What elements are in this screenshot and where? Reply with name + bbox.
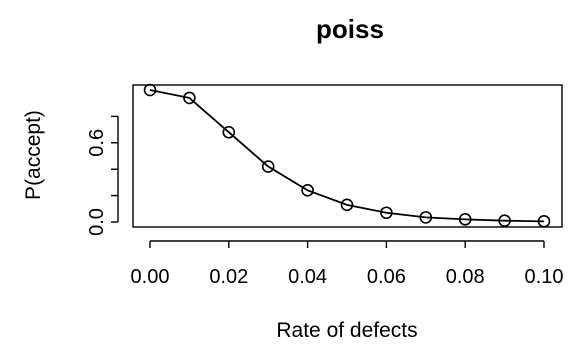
data-point (183, 91, 196, 105)
y-tick-label: 0.0 (86, 208, 108, 236)
data-point (340, 198, 354, 212)
data-point (301, 184, 314, 197)
x-tick-label: 0.10 (525, 266, 564, 288)
data-point (419, 211, 433, 224)
x-tick-label: 0.06 (367, 266, 406, 288)
x-tick-label: 0.04 (288, 266, 327, 288)
series-line (149, 89, 545, 223)
data-point (458, 213, 472, 226)
data-point (261, 160, 275, 173)
y-axis-label: P(accept) (22, 110, 45, 200)
plot-frame (132, 84, 563, 228)
data-point (537, 215, 551, 228)
series-layer (143, 83, 551, 228)
x-tick-label: 0.02 (209, 266, 248, 288)
y-axis: 0.0 0.6 (86, 115, 119, 236)
x-tick-label: 0.08 (446, 266, 485, 288)
chart-title: poiss (316, 14, 384, 44)
data-point (380, 206, 393, 220)
data-point (143, 83, 157, 97)
data-point (498, 214, 511, 227)
y-tick-label: 0.6 (86, 129, 108, 157)
x-axis-label: Rate of defects (276, 319, 417, 342)
x-tick-label: 0.00 (131, 266, 170, 288)
data-point (222, 125, 236, 139)
x-axis: 0.00 0.02 0.04 0.06 0.08 0.10 (131, 240, 564, 288)
